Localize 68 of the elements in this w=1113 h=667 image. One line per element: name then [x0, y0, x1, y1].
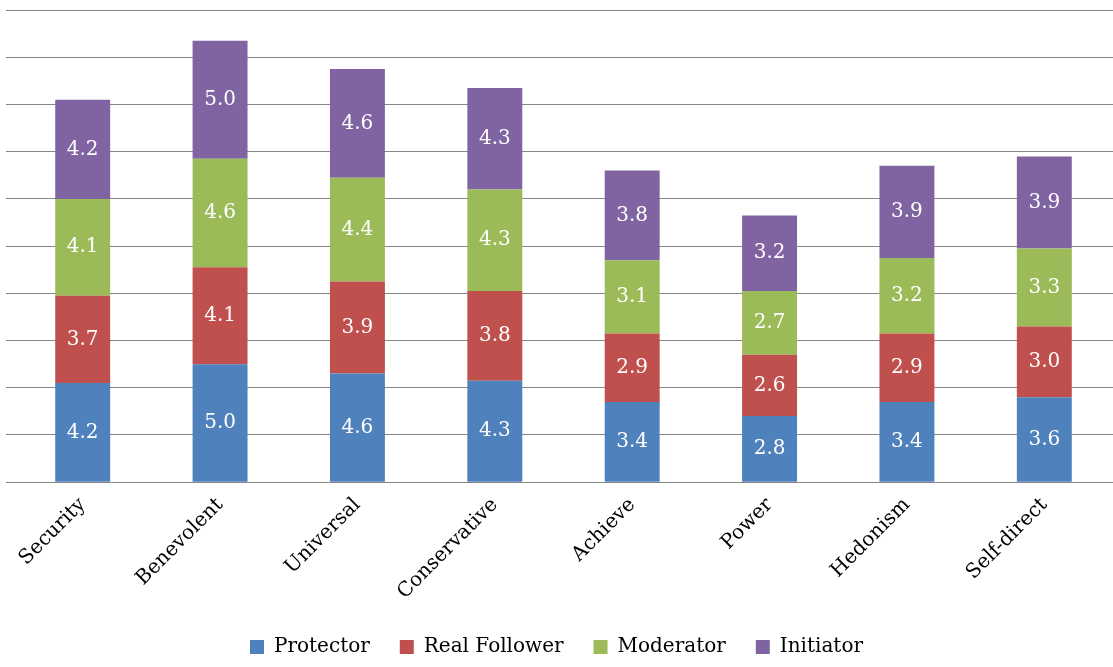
bar: [329, 69, 385, 178]
data-label: 4.6: [341, 109, 374, 134]
bar: [604, 333, 660, 402]
bar: [1016, 156, 1072, 249]
legend-label: Real Follower: [423, 633, 564, 658]
bar: [742, 215, 798, 291]
data-label: 3.6: [1028, 425, 1061, 450]
data-label: 2.7: [753, 309, 786, 334]
data-label: 3.9: [1028, 188, 1061, 213]
bar: [1016, 397, 1072, 482]
data-label: 4.2: [66, 418, 99, 443]
bar: [192, 364, 248, 482]
bar: [192, 40, 248, 159]
bar: [329, 373, 385, 482]
bar: [1016, 326, 1072, 398]
bar: [55, 99, 111, 199]
bar: [55, 383, 111, 482]
data-label: 2.8: [753, 435, 786, 460]
data-label: 3.8: [616, 201, 649, 226]
bar: [55, 295, 111, 384]
bar: [329, 177, 385, 282]
data-label: 3.4: [616, 428, 649, 453]
legend-label: Protector: [274, 633, 371, 658]
bar: [1016, 248, 1072, 327]
data-label: 3.8: [478, 322, 511, 347]
data-label: 3.0: [1028, 348, 1061, 372]
data-label: 5.0: [204, 409, 236, 434]
bar: [742, 354, 798, 417]
legend-label: Moderator: [617, 633, 727, 658]
bar: [329, 281, 385, 374]
data-label: 2.9: [891, 353, 923, 378]
data-label: 4.3: [478, 124, 511, 149]
data-label: 4.2: [66, 135, 99, 160]
bar: [879, 401, 935, 482]
bar: [879, 257, 935, 334]
bar: [467, 380, 523, 482]
data-label: 3.7: [66, 325, 99, 350]
legend-label: Initiator: [779, 633, 864, 658]
data-label: 3.2: [891, 281, 923, 306]
bar: [467, 290, 523, 381]
bar: [192, 158, 248, 268]
data-label: 4.6: [204, 199, 236, 224]
data-label: 5.0: [204, 85, 236, 110]
bar: [742, 416, 798, 482]
bar: [467, 87, 523, 190]
bar: [879, 333, 935, 402]
data-label: 3.1: [616, 283, 649, 308]
data-label: 4.4: [341, 215, 374, 240]
bar: [55, 198, 111, 296]
bar: [604, 401, 660, 482]
bar: [467, 189, 523, 291]
bar: [879, 165, 935, 258]
bar: [192, 267, 248, 365]
data-label: 4.3: [478, 226, 511, 251]
data-label: 2.6: [753, 371, 786, 396]
data-label: 4.6: [341, 413, 374, 438]
bar: [742, 290, 798, 355]
data-label: 3.3: [1028, 273, 1061, 298]
data-label: 3.2: [753, 239, 786, 264]
data-label: 3.4: [891, 428, 923, 453]
bar: [604, 260, 660, 334]
bar: [604, 170, 660, 261]
data-label: 4.1: [204, 301, 236, 326]
data-label: 3.9: [891, 198, 923, 223]
data-label: 4.1: [66, 233, 99, 258]
data-label: 3.9: [341, 313, 374, 338]
data-label: 4.3: [478, 417, 511, 442]
data-label: 2.9: [616, 353, 649, 378]
